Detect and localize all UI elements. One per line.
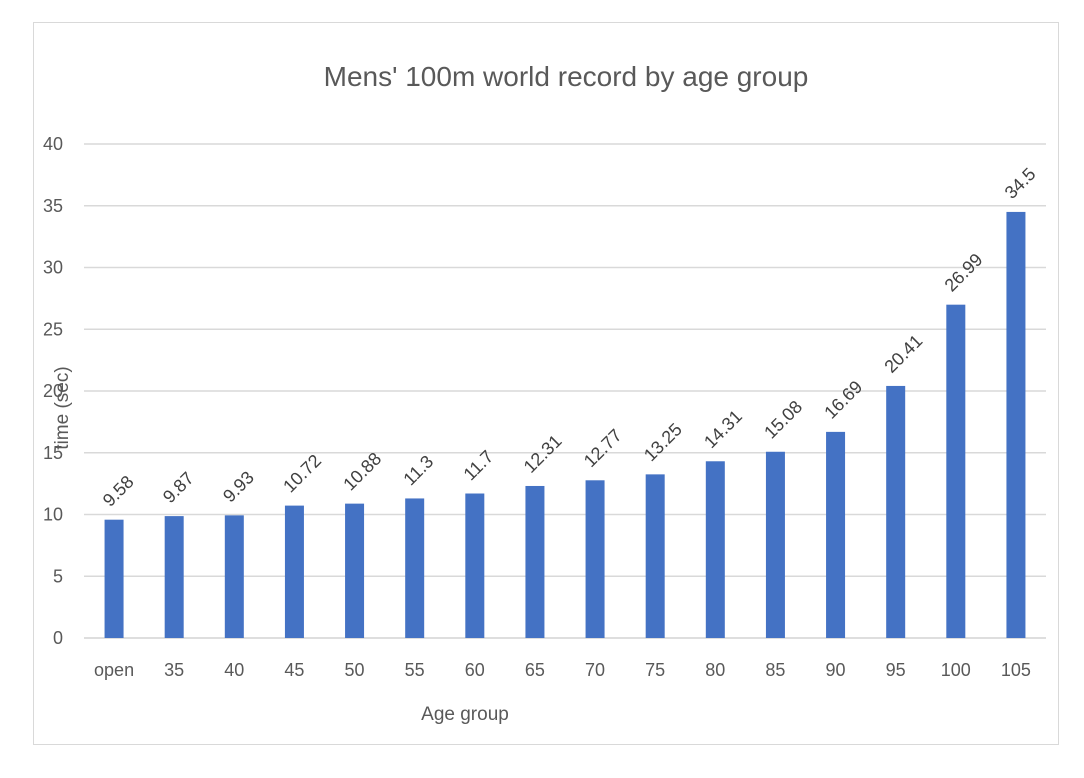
data-label: 14.31 — [700, 406, 746, 452]
data-label: 9.58 — [99, 472, 138, 511]
data-label: 10.88 — [339, 448, 385, 494]
x-tick-label: 100 — [941, 660, 971, 680]
x-tick-label: 75 — [645, 660, 665, 680]
bar — [705, 461, 725, 638]
x-tick-label: 55 — [405, 660, 425, 680]
data-label: 16.69 — [820, 377, 866, 423]
data-label: 20.41 — [880, 331, 926, 377]
bar — [405, 498, 425, 638]
x-axis-title: Age group — [421, 704, 509, 725]
y-tick-label: 40 — [43, 134, 63, 154]
y-tick-label: 35 — [43, 196, 63, 216]
bar — [345, 503, 365, 638]
bar — [284, 505, 304, 638]
bar — [826, 431, 846, 638]
chart-title: Mens' 100m world record by age group — [324, 61, 809, 92]
data-label: 9.93 — [219, 467, 258, 506]
gridlines — [84, 143, 1046, 639]
y-tick-label: 10 — [43, 505, 63, 525]
x-tick-label: 90 — [826, 660, 846, 680]
x-tick-label: 50 — [345, 660, 365, 680]
data-label: 10.72 — [279, 450, 325, 496]
x-tick-label: 35 — [164, 660, 184, 680]
bar — [946, 304, 966, 638]
x-tick-label: 85 — [765, 660, 785, 680]
x-tick-label: 70 — [585, 660, 605, 680]
y-tick-label: 15 — [43, 443, 63, 463]
data-label: 34.5 — [1001, 164, 1040, 203]
bar — [645, 474, 665, 638]
data-label: 13.25 — [640, 419, 686, 465]
x-tick-label: 95 — [886, 660, 906, 680]
y-tick-label: 0 — [53, 628, 63, 648]
bar — [585, 480, 605, 638]
data-label: 11.3 — [399, 451, 437, 489]
y-axis-title: time (sec) — [52, 366, 73, 449]
x-tick-label: 60 — [465, 660, 485, 680]
y-tick-label: 25 — [43, 319, 63, 339]
x-tick-label: open — [94, 660, 134, 680]
bar — [765, 451, 785, 638]
x-tick-label: 105 — [1001, 660, 1031, 680]
bar — [164, 516, 184, 638]
x-tick-label: 80 — [705, 660, 725, 680]
data-label: 12.77 — [580, 425, 626, 471]
bar — [465, 493, 485, 638]
x-axis-ticks: open 35 40 45 50 55 60 65 70 75 80 85 90 95 100 105 — [94, 660, 1031, 680]
bar — [525, 485, 545, 638]
bar — [886, 385, 906, 638]
y-tick-label: 5 — [53, 566, 63, 586]
x-tick-label: 65 — [525, 660, 545, 680]
bar — [224, 515, 244, 638]
bars — [104, 211, 1026, 639]
x-tick-label: 45 — [284, 660, 304, 680]
bar — [104, 519, 124, 638]
data-label: 12.31 — [520, 431, 566, 477]
x-tick-label: 40 — [224, 660, 244, 680]
y-tick-label: 30 — [43, 258, 63, 278]
data-label: 26.99 — [940, 250, 986, 296]
data-label: 15.08 — [760, 397, 806, 443]
data-label: 9.87 — [159, 468, 198, 507]
bar — [1006, 211, 1026, 639]
y-tick-label: 20 — [43, 381, 63, 401]
y-axis-ticks: 0 5 10 15 20 25 30 35 40 — [43, 134, 63, 648]
